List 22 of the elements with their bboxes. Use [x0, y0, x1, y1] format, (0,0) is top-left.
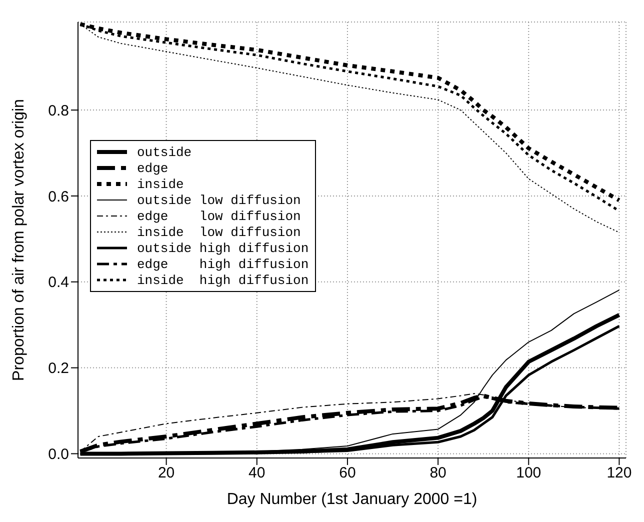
x-tick-label: 80 [430, 464, 446, 482]
y-axis-title: Proportion of air from polar vortex origin [10, 99, 28, 381]
y-tick-label: 0.0 [48, 446, 69, 464]
x-tick-label: 100 [516, 464, 542, 482]
legend-label: inside high diffusion [137, 272, 309, 288]
y-tick-label: 0.4 [48, 274, 69, 292]
y-tick-label: 0.6 [48, 188, 69, 206]
legend-label: outside high diffusion [137, 240, 309, 256]
legend-label: outside [137, 144, 192, 160]
legend-label: inside low diffusion [137, 224, 301, 240]
x-tick-label: 60 [339, 464, 356, 482]
x-tick-label: 120 [606, 464, 632, 482]
x-tick-label: 20 [158, 464, 175, 482]
x-axis-title: Day Number (1st January 2000 =1) [226, 491, 478, 508]
legend-label: edge low diffusion [137, 208, 301, 224]
y-tick-label: 0.8 [48, 102, 69, 120]
y-tick-label: 0.2 [48, 360, 69, 378]
x-tick-label: 40 [248, 464, 266, 482]
legend-label: outside low diffusion [137, 192, 301, 208]
legend-label: inside [137, 176, 184, 192]
legend-label: edge high diffusion [137, 256, 309, 272]
legend-label: edge [137, 160, 168, 176]
